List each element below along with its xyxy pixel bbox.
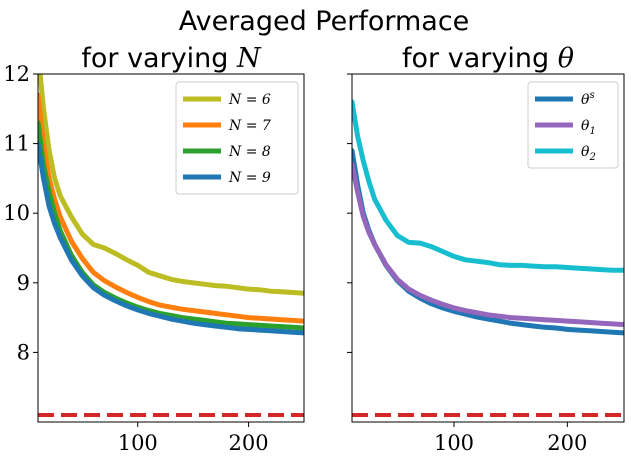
legend-label: N = 6 — [228, 92, 271, 108]
series-line — [38, 92, 304, 324]
legend-label: θ1 — [581, 118, 596, 137]
panel-varying-theta: for varying θ 100 200 θs θ1 θ2 — [347, 43, 625, 455]
series-line — [38, 120, 304, 331]
legend-label: N = 9 — [228, 170, 271, 186]
legend-label: N = 7 — [228, 118, 271, 134]
y-tick-label: 8 — [17, 340, 30, 364]
plot-area — [38, 74, 304, 418]
panel-title: for varying θ — [402, 43, 574, 74]
legend-label: θ2 — [581, 144, 596, 163]
axes-frame — [351, 73, 625, 423]
x-tick-label: 100 — [118, 431, 158, 455]
series-line — [352, 99, 624, 273]
plot-area — [352, 99, 624, 418]
legend-box — [175, 81, 299, 195]
x-tick-label: 200 — [229, 431, 269, 455]
y-tick-label: 12 — [3, 62, 30, 86]
figure-suptitle: Averaged Performace — [179, 6, 470, 37]
axes-frame — [37, 73, 305, 423]
legend-label: N = 8 — [228, 144, 271, 160]
panel-title: for varying N — [81, 43, 262, 74]
series-line — [352, 162, 624, 328]
y-tick-label: 10 — [3, 201, 30, 225]
x-tick-label: 100 — [434, 431, 474, 455]
panel-varying-n: for varying N 100 200 8 9 10 11 12 N = 6 N = 7 N =… — [3, 43, 305, 455]
y-tick-label: 9 — [17, 271, 30, 295]
x-tick-label: 200 — [547, 431, 587, 455]
series-line — [352, 148, 624, 336]
series-line — [38, 74, 304, 296]
series-line — [38, 141, 304, 336]
y-tick-label: 11 — [3, 132, 30, 156]
legend-label: θs — [581, 90, 595, 108]
